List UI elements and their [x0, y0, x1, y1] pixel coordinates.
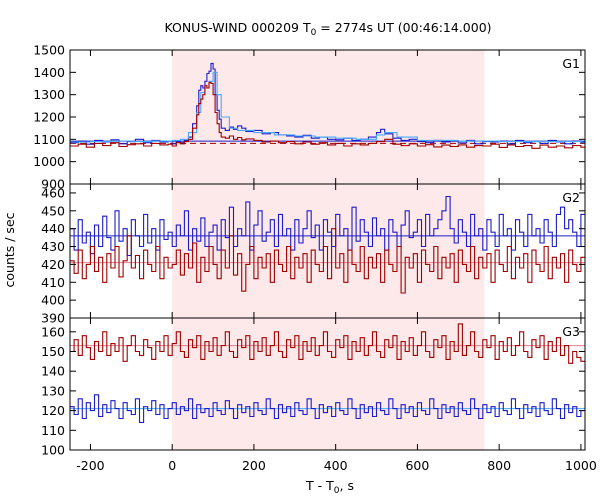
- panel-g3-series-blue: [70, 394, 585, 423]
- panel-g3-ytick-label: 150: [41, 344, 65, 359]
- panel-g2-ytick-label: 420: [41, 257, 65, 272]
- panel-g3-frame: [69, 317, 586, 451]
- panel-g3-ytick-label: 160: [41, 324, 65, 339]
- panel-g2-ytick-label: 410: [41, 275, 65, 290]
- chart-title: KONUS-WIND 000209 T0 = 2774s UT (00:46:1…: [164, 20, 491, 38]
- panel-g1-ytick-label: 1500: [33, 43, 65, 58]
- xtick-label: 0: [168, 458, 176, 473]
- panel-g1-ytick-label: 1200: [33, 110, 65, 125]
- x-axis-label-subscript: 0: [334, 486, 340, 496]
- xtick-label: 1000: [565, 458, 597, 473]
- panel-g3-ytick-label: 120: [41, 403, 65, 418]
- panel-g2-ytick-label: 390: [41, 311, 65, 326]
- panel-g1-series-red: [70, 81, 585, 149]
- panel-g1-series-lightblue: [70, 71, 585, 143]
- chart-title-prefix: KONUS-WIND 000209 T: [164, 20, 310, 35]
- panel-g2-ytick-label: 400: [41, 293, 65, 308]
- x-axis-label-prefix: T - T: [305, 478, 334, 493]
- panel-label-g3: G3: [562, 324, 580, 339]
- panel-g1-ytick-label: 1400: [33, 65, 65, 80]
- panel-g1-ytick-label: 1000: [33, 154, 65, 169]
- panel-label-g2: G2: [562, 190, 580, 205]
- chart-title-subscript: 0: [311, 28, 317, 38]
- x-axis-label-suffix: , s: [340, 478, 354, 493]
- series-layer: [70, 62, 585, 423]
- panel-g1-series-blue: [70, 62, 585, 145]
- panel-g2-ytick-label: 430: [41, 239, 65, 254]
- x-axis-label: T - T0, s: [305, 478, 354, 496]
- xtick-label: 600: [405, 458, 429, 473]
- panel-g2-ytick-label: 460: [41, 185, 65, 200]
- panel-g3-ytick-label: 130: [41, 383, 65, 398]
- panel-g1-ytick-label: 1100: [33, 132, 65, 147]
- panel-g3-ytick-label: 100: [41, 443, 65, 458]
- panel-g1-ytick-label: 1300: [33, 87, 65, 102]
- panel-g3-ytick-label: 140: [41, 364, 65, 379]
- panel-g2-series-red: [70, 228, 585, 294]
- xtick-label: -200: [76, 458, 104, 473]
- tick-layer: 900100011001200130014001500G139040041042…: [33, 43, 597, 474]
- xtick-label: 400: [324, 458, 348, 473]
- y-axis-label: counts / sec: [2, 212, 17, 287]
- panel-g2-ytick-label: 440: [41, 221, 65, 236]
- panel-g2-ytick-label: 450: [41, 203, 65, 218]
- panel-label-g1: G1: [562, 56, 580, 71]
- xtick-label: 200: [242, 458, 266, 473]
- chart-title-suffix: = 2774s UT (00:46:14.000): [316, 20, 491, 35]
- panel-g3-series-red: [70, 323, 585, 364]
- xtick-label: 800: [487, 458, 511, 473]
- panel-g3-ytick-label: 110: [41, 423, 65, 438]
- panel-g1-ytick-label: 900: [41, 177, 65, 192]
